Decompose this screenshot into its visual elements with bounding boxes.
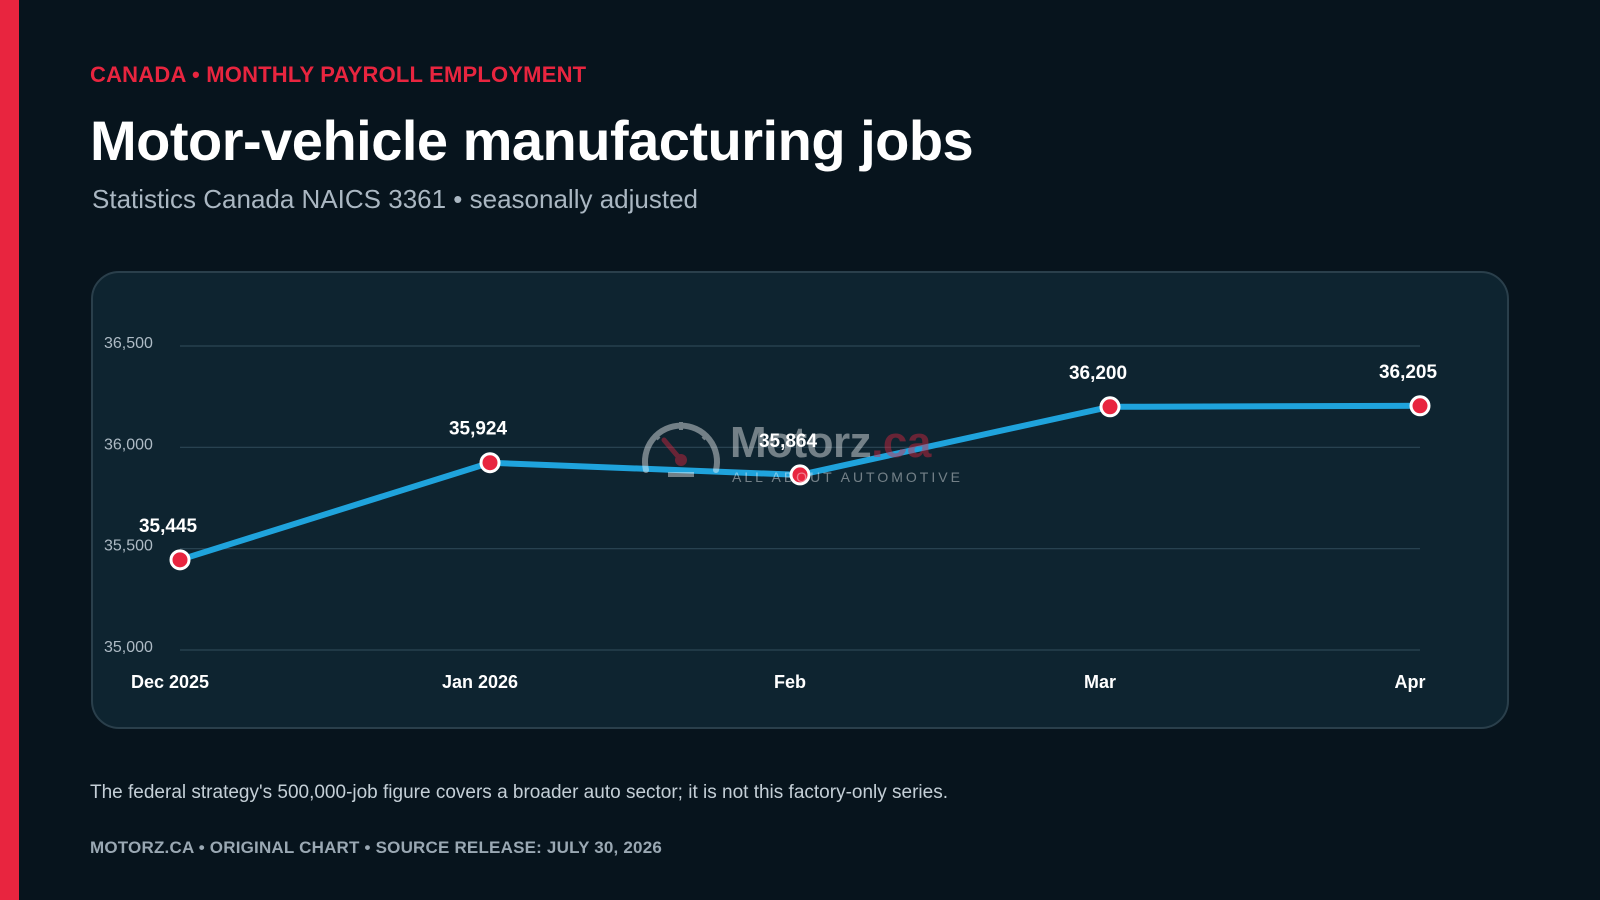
x-tick-label: Apr <box>1395 672 1426 692</box>
data-label: 36,205 <box>1379 362 1438 383</box>
chart-kicker: CANADA • MONTHLY PAYROLL EMPLOYMENT <box>90 62 587 87</box>
data-label: 35,445 <box>139 516 198 537</box>
data-point <box>169 549 191 571</box>
data-point <box>789 464 811 486</box>
chart-title: Motor-vehicle manufacturing jobs <box>90 109 974 172</box>
footnote: The federal strategy's 500,000-job figur… <box>90 782 948 803</box>
data-point <box>1409 395 1431 417</box>
data-label: 35,864 <box>759 431 818 452</box>
source-credit: MOTORZ.CA • ORIGINAL CHART • SOURCE RELE… <box>90 838 663 857</box>
data-point <box>479 452 501 474</box>
data-point <box>1099 396 1121 418</box>
y-tick-label: 35,000 <box>104 639 153 656</box>
y-tick-label: 36,000 <box>104 436 153 453</box>
x-tick-label: Dec 2025 <box>131 672 209 692</box>
data-label: 35,924 <box>449 419 508 440</box>
y-tick-label: 35,500 <box>104 538 153 555</box>
data-label: 36,200 <box>1069 363 1127 384</box>
x-tick-label: Mar <box>1084 672 1116 692</box>
y-tick-label: 36,500 <box>104 335 153 352</box>
chart-panel <box>91 271 1509 729</box>
chart-subtitle: Statistics Canada NAICS 3361 • seasonall… <box>92 184 698 214</box>
x-tick-label: Feb <box>774 672 806 692</box>
accent-bar <box>0 0 19 900</box>
x-tick-label: Jan 2026 <box>442 672 518 692</box>
